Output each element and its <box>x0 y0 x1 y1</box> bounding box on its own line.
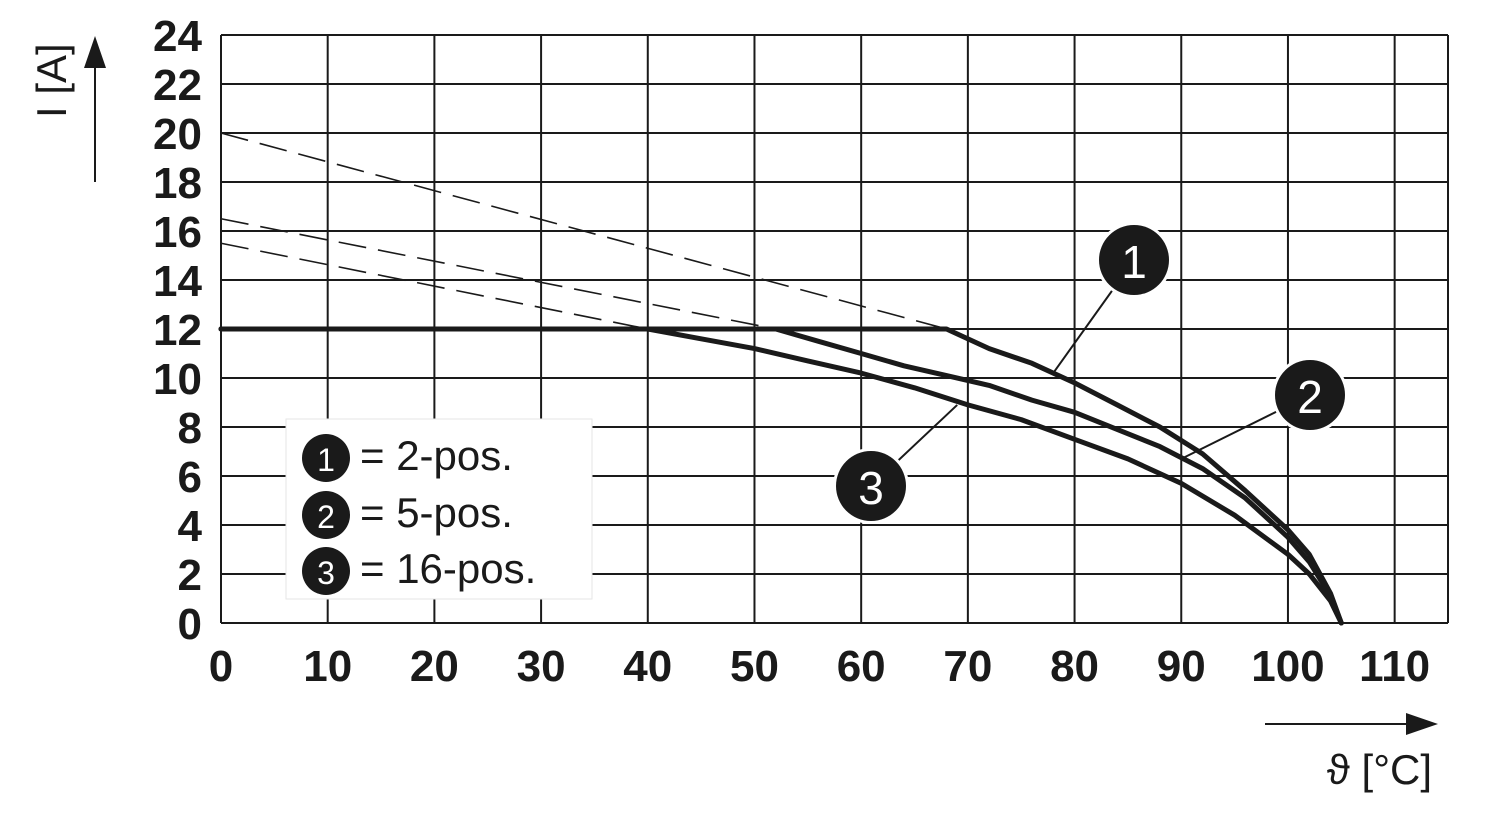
extrapolation-line-5pos <box>220 217 776 330</box>
x-tick-label: 0 <box>209 642 233 691</box>
legend-marker-3 <box>302 547 350 595</box>
callout-badge-2 <box>1275 360 1345 430</box>
y-tick-label: 24 <box>153 12 202 61</box>
x-tick-labels: 0 10 20 30 40 50 60 70 80 90 100 110 <box>209 642 1430 691</box>
series-lines <box>218 326 1344 626</box>
legend-marker-1 <box>302 434 350 482</box>
y-tick-label: 22 <box>153 61 202 110</box>
callout-badge-label: 1 <box>1121 236 1147 288</box>
y-tick-label: 2 <box>178 551 202 600</box>
y-tick-label: 6 <box>178 453 202 502</box>
y-tick-label: 4 <box>178 502 203 551</box>
x-axis-title: ϑ [°C] <box>1327 746 1432 793</box>
x-tick-label: 50 <box>730 642 779 691</box>
legend-label: = 5-pos. <box>360 489 513 536</box>
y-tick-label: 10 <box>153 355 202 404</box>
y-axis-title: I [A] <box>28 43 75 118</box>
x-axis-title-group: ϑ [°C] <box>1265 713 1438 793</box>
extrapolation-line-2pos <box>220 132 947 330</box>
legend-marker-label: 1 <box>317 442 335 478</box>
x-tick-label: 80 <box>1050 642 1099 691</box>
callout-badge-label: 3 <box>858 462 884 514</box>
x-tick-label: 70 <box>943 642 992 691</box>
x-axis-arrow-icon <box>1406 713 1438 735</box>
x-tick-label: 30 <box>517 642 566 691</box>
y-tick-label: 12 <box>153 306 202 355</box>
y-tick-label: 16 <box>153 208 202 257</box>
y-tick-label: 8 <box>178 404 202 453</box>
legend: 1 = 2-pos. 2 = 5-pos. 3 = 16-pos. <box>285 418 593 600</box>
series-callouts: 1 2 3 <box>833 222 1348 524</box>
x-tick-label: 40 <box>623 642 672 691</box>
legend-marker-label: 3 <box>317 555 335 591</box>
extrapolation-line-16pos <box>220 242 648 330</box>
y-tick-label: 20 <box>153 110 202 159</box>
series-line-1 <box>218 326 1344 626</box>
callout-badge-label: 2 <box>1297 371 1323 423</box>
callout-badge-1 <box>1099 225 1169 295</box>
y-tick-label: 0 <box>178 600 202 649</box>
y-tick-label: 18 <box>153 159 202 208</box>
legend-label: = 2-pos. <box>360 432 513 479</box>
x-tick-label: 90 <box>1157 642 1206 691</box>
series-line-2 <box>218 326 1344 626</box>
callout-badge-3 <box>836 451 906 521</box>
y-tick-label: 14 <box>153 257 202 306</box>
series-line-3 <box>218 326 1344 626</box>
x-tick-label: 60 <box>837 642 886 691</box>
x-tick-label: 20 <box>410 642 459 691</box>
grid <box>220 34 1449 624</box>
legend-marker-label: 2 <box>317 499 335 535</box>
y-axis-title-group: I [A] <box>28 36 106 182</box>
y-axis-arrow-icon <box>84 36 106 68</box>
legend-marker-2 <box>302 491 350 539</box>
extrapolation-lines <box>220 132 947 330</box>
x-tick-label: 110 <box>1359 642 1430 691</box>
x-tick-label: 10 <box>303 642 352 691</box>
legend-label: = 16-pos. <box>360 545 536 592</box>
x-tick-label: 100 <box>1251 642 1324 691</box>
